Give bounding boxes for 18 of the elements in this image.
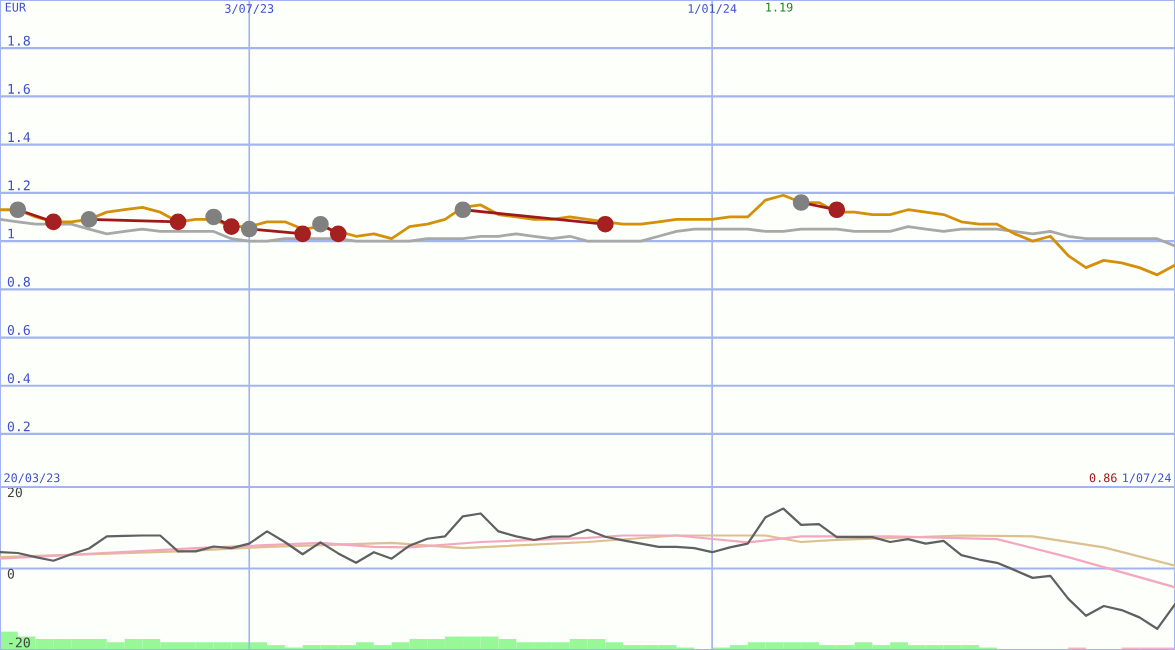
annotation: 0.86 [1089,473,1117,483]
y-tick-label: 1.2 [8,180,30,191]
y-tick-label: 0 [7,568,15,579]
y-axis-title: EUR [5,2,27,12]
y-tick-label: 0.8 [7,276,30,287]
x-tick-label: 3/07/23 [225,4,274,14]
x-tick-label: 1/01/24 [688,4,737,14]
y-tick-label: 1.8 [8,35,30,46]
y-tick-label: 1.4 [8,132,31,142]
annotation: 1.19 [766,2,793,12]
annotation: 1/07/24 [1123,473,1171,484]
y-tick-label: -20 [9,637,30,648]
y-tick-label: 0.6 [7,324,30,335]
y-tick-label: 0.4 [7,373,31,384]
y-tick-label: 1.6 [8,83,30,94]
annotation: 20/03/23 [4,473,60,484]
y-tick-label: 0.2 [7,421,30,432]
y-tick-label: 1 [8,228,14,239]
